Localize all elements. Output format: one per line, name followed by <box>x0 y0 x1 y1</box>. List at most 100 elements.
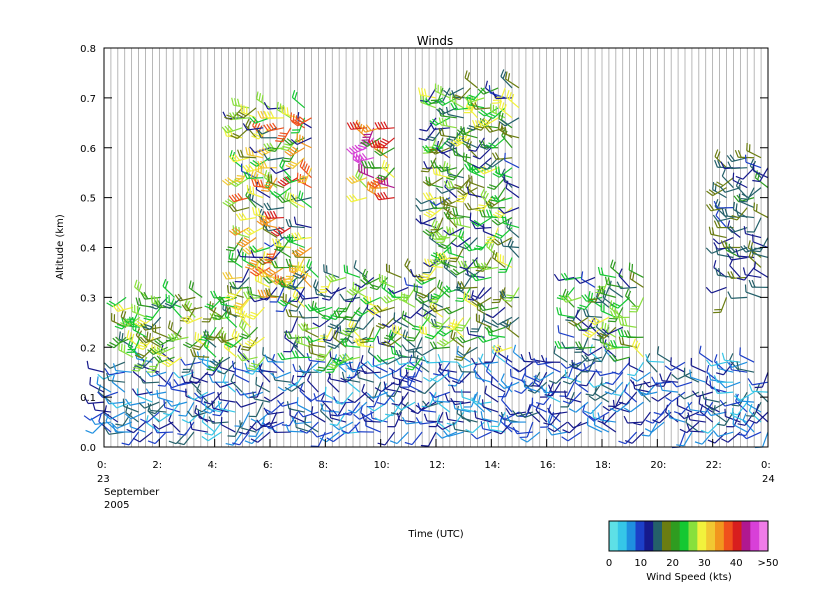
wind-barb <box>611 361 631 375</box>
barb-flag <box>351 145 359 153</box>
wind-barb <box>700 421 721 434</box>
barb-flag <box>393 346 397 355</box>
barb-flag <box>527 389 536 394</box>
wind-barb <box>346 121 367 130</box>
wind-barb <box>83 396 105 405</box>
barb-flag <box>199 334 202 343</box>
colorbar-swatch <box>750 521 760 551</box>
barb-flag <box>609 300 613 308</box>
barb-flag <box>705 408 712 416</box>
barb-flag <box>181 375 186 383</box>
wind-barb <box>299 361 319 374</box>
wind-barb <box>673 401 693 415</box>
y-tick-label: 0.5 <box>80 194 96 205</box>
barb-staff <box>755 410 769 423</box>
barb-flag <box>279 158 284 167</box>
barb-flag <box>423 376 431 382</box>
barb-flag <box>263 242 272 248</box>
barb-flag <box>592 338 600 341</box>
barb-staff <box>752 381 769 386</box>
barb-flag <box>367 183 376 188</box>
barb-flag <box>244 342 252 348</box>
barb-flag <box>281 160 286 169</box>
barb-flag <box>260 179 264 188</box>
barb-flag <box>218 328 223 336</box>
barb-flag <box>263 124 269 132</box>
barb-flag <box>181 419 190 424</box>
barb-flag <box>743 226 747 234</box>
barb-flag <box>404 441 413 446</box>
barb-staff <box>731 167 748 170</box>
wind-barb <box>416 306 437 317</box>
barb-staff <box>670 361 686 371</box>
barb-flag <box>227 198 235 204</box>
barb-flag <box>245 146 248 155</box>
barb-flag <box>263 224 269 232</box>
barb-flag <box>195 407 203 413</box>
barb-staff <box>533 381 548 393</box>
barb-flag <box>371 284 380 288</box>
wind-barb <box>201 414 216 433</box>
barb-staff <box>295 371 306 387</box>
barb-flag <box>455 200 464 203</box>
colorbar-swatch <box>653 521 663 551</box>
barb-staff <box>500 380 513 393</box>
wind-barb <box>373 354 395 363</box>
barb-flag <box>218 335 225 342</box>
barb-flag <box>438 98 446 105</box>
wind-barb <box>536 391 555 406</box>
barb-flag <box>256 259 264 266</box>
barb-flag <box>276 101 279 110</box>
barb-flag <box>271 260 276 269</box>
barb-flag <box>639 391 648 395</box>
barb-flag <box>429 201 435 209</box>
barb-flag <box>263 202 269 211</box>
wind-barb <box>633 411 651 426</box>
wind-barb <box>263 391 285 402</box>
wind-barb <box>404 258 416 278</box>
barb-flag <box>727 291 732 299</box>
wind-barb <box>230 277 250 290</box>
barb-flag <box>524 385 533 387</box>
barb-flag <box>460 410 463 419</box>
barb-flag <box>224 116 232 121</box>
wind-barb <box>452 207 471 219</box>
barb-flag <box>466 326 470 335</box>
barb-staff <box>289 414 305 423</box>
barb-flag <box>360 125 366 133</box>
barb-flag <box>422 181 430 187</box>
wind-barb <box>134 279 148 298</box>
barb-flag <box>275 246 284 249</box>
barb-flag <box>247 120 252 129</box>
wind-barb <box>132 431 153 443</box>
barb-flag <box>242 392 249 399</box>
wind-barb <box>299 421 319 434</box>
barb-flag <box>595 369 601 376</box>
barb-flag <box>238 431 246 435</box>
barb-staff <box>739 200 755 209</box>
wind-barb <box>271 187 292 198</box>
barb-flag <box>506 414 511 423</box>
barb-flag <box>544 394 553 397</box>
barb-flag <box>462 152 465 161</box>
wind-barb <box>498 381 520 390</box>
barb-flag <box>520 437 528 443</box>
wind-barb <box>404 356 423 371</box>
barb-flag <box>422 325 425 334</box>
barb-flag <box>371 139 376 148</box>
wind-barb <box>436 187 457 194</box>
wind-barb <box>701 391 720 403</box>
wind-barb <box>664 361 686 371</box>
barb-staff <box>399 419 416 423</box>
barb-flag <box>435 167 438 175</box>
barb-flag <box>427 135 436 139</box>
barb-flag <box>286 192 290 201</box>
barb-flag <box>313 368 321 374</box>
barb-flag <box>178 414 187 417</box>
barb-flag <box>400 292 403 300</box>
barb-staff <box>282 401 298 407</box>
barb-flag <box>716 220 721 228</box>
barb-flag <box>280 105 283 114</box>
barb-staff <box>436 371 451 383</box>
barb-staff <box>290 317 299 333</box>
